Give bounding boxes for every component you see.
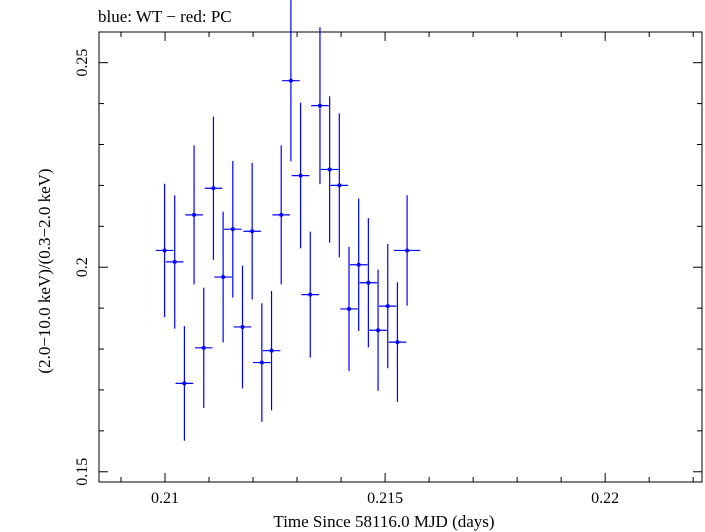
data-point [311, 27, 329, 185]
data-point [262, 290, 281, 411]
data-marker [366, 280, 371, 285]
data-points [155, 0, 421, 441]
data-marker [337, 183, 342, 188]
data-marker [356, 262, 361, 267]
data-marker [259, 360, 264, 365]
data-point [369, 269, 387, 391]
data-point [349, 198, 368, 332]
x-tick-label: 0.21 [151, 490, 179, 507]
data-marker [269, 348, 274, 353]
x-tick-label: 0.215 [367, 490, 403, 507]
data-point [155, 183, 174, 318]
x-tick-label: 0.22 [591, 490, 619, 507]
data-marker [172, 259, 177, 264]
data-marker [240, 324, 245, 329]
data-marker [162, 248, 167, 253]
data-point [291, 102, 310, 249]
data-marker [230, 227, 235, 232]
data-point [320, 96, 339, 243]
data-point [224, 160, 242, 298]
data-marker [395, 340, 400, 345]
chart-title: blue: WT − red: PC [98, 7, 232, 26]
data-marker [182, 381, 187, 386]
data-marker [211, 186, 216, 191]
data-point [253, 303, 271, 422]
data-marker [317, 103, 322, 108]
data-marker [405, 248, 410, 253]
data-marker [308, 292, 313, 297]
y-axis-label: (2.0−10.0 keV)/(0.3−2.0 keV) [35, 168, 54, 373]
data-point [175, 326, 194, 441]
data-point [301, 231, 320, 358]
y-tick-label: 0.15 [74, 458, 91, 486]
data-point [165, 195, 184, 329]
data-point [243, 162, 261, 300]
data-point [388, 282, 407, 402]
data-marker [279, 212, 284, 217]
data-marker [385, 304, 390, 309]
data-point [393, 195, 421, 306]
data-point [330, 113, 349, 258]
x-tick-labels: 0.21 0.215 0.22 [151, 490, 619, 507]
axis-ticks [99, 32, 702, 482]
data-marker [192, 212, 197, 217]
data-point [282, 0, 300, 162]
data-marker [376, 328, 381, 333]
data-point [359, 218, 378, 348]
data-point [233, 265, 252, 389]
data-marker [347, 306, 352, 311]
data-point [185, 145, 203, 285]
data-point [204, 116, 223, 260]
data-point [272, 145, 291, 285]
y-tick-label: 0.25 [74, 49, 91, 77]
plot-frame [98, 31, 703, 483]
data-marker [298, 173, 303, 178]
data-marker [201, 345, 206, 350]
data-marker [221, 275, 226, 280]
data-point [194, 287, 213, 408]
data-point [340, 246, 358, 372]
data-marker [250, 229, 255, 234]
y-tick-label: 0.2 [74, 257, 91, 277]
data-point [214, 211, 232, 343]
y-tick-labels: 0.15 0.2 0.25 [74, 49, 91, 486]
data-point [378, 243, 397, 369]
data-marker [288, 78, 293, 83]
x-axis-label: Time Since 58116.0 MJD (days) [273, 512, 494, 531]
data-marker [327, 167, 332, 172]
